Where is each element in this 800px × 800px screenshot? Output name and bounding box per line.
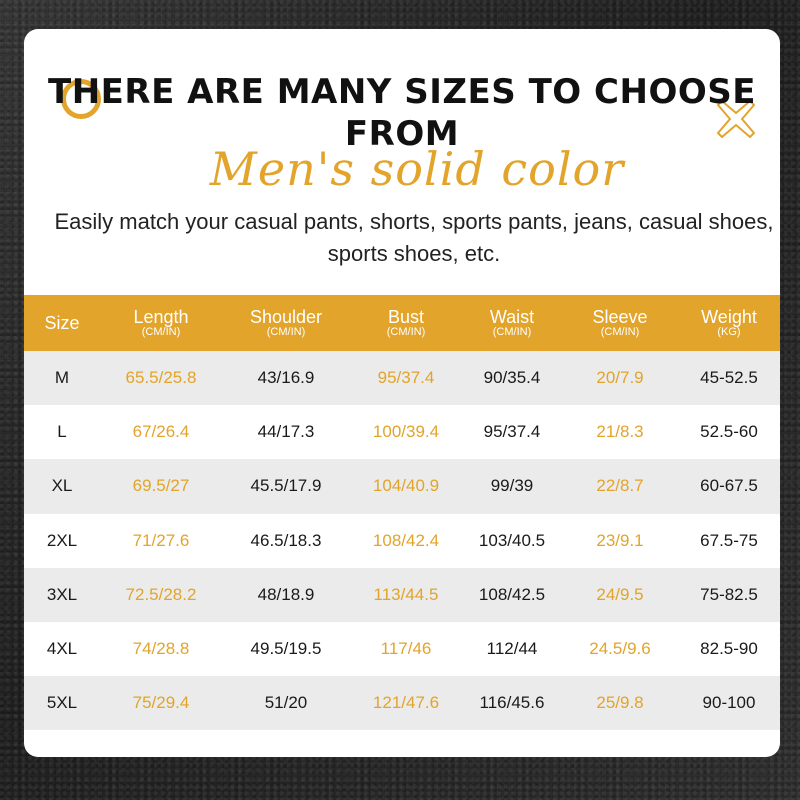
sleeve-cell: 23/9.1 xyxy=(596,530,644,550)
x-decoration-icon xyxy=(717,100,755,138)
size-chart-card: THERE ARE MANY SIZES TO CHOOSE FROM Men'… xyxy=(24,29,780,757)
waist-cell: 90/35.4 xyxy=(483,368,541,388)
length-cell: 74/28.8 xyxy=(132,639,190,659)
description-text: Easily match your casual pants, shorts, … xyxy=(54,209,774,266)
subtitle: Men's solid color xyxy=(209,142,625,196)
bust-cell: 100/39.4 xyxy=(372,422,440,442)
size-cell: L xyxy=(57,422,67,442)
length-cell: 72.5/28.2 xyxy=(125,584,197,604)
sleeve-cell: 24.5/9.6 xyxy=(589,639,651,659)
waist-cell: 95/37.4 xyxy=(483,422,541,442)
waist-cell: 112/44 xyxy=(486,639,538,659)
table-row: L 67/26.4 44/17.3 100/39.4 95/37.4 21/8.… xyxy=(24,405,780,460)
bust-cell: 117/46 xyxy=(380,639,432,659)
table-row: 2XL 71/27.6 46.5/18.3 108/42.4 103/40.5 … xyxy=(24,513,780,568)
column-header: Bust (CM/IN) xyxy=(386,307,426,338)
table-header-row: Size Length (CM/IN) Shoulder (CM/IN) Bus… xyxy=(24,295,780,351)
table-row: 5XL 75/29.4 51/20 121/47.6 116/45.6 25/9… xyxy=(24,676,780,731)
shoulder-cell: 43/16.9 xyxy=(257,368,315,388)
sleeve-cell: 21/8.3 xyxy=(596,422,644,442)
ring-decoration-icon xyxy=(61,79,101,119)
sleeve-cell: 22/8.7 xyxy=(596,476,644,496)
column-header: Length (CM/IN) xyxy=(133,307,189,338)
weight-cell: 82.5-90 xyxy=(700,639,758,659)
shoulder-cell: 49.5/19.5 xyxy=(250,639,322,659)
page-title: THERE ARE MANY SIZES TO CHOOSE FROM xyxy=(48,72,756,154)
shoulder-cell: 45.5/17.9 xyxy=(250,476,322,496)
size-cell: M xyxy=(54,368,70,388)
table-row: M 65.5/25.8 43/16.9 95/37.4 90/35.4 20/7… xyxy=(24,351,780,406)
length-cell: 67/26.4 xyxy=(132,422,190,442)
column-header: Size xyxy=(44,313,80,333)
column-header: Shoulder (CM/IN) xyxy=(249,307,323,338)
waist-cell: 99/39 xyxy=(490,476,534,496)
column-header: Sleeve (CM/IN) xyxy=(592,307,648,338)
waist-cell: 116/45.6 xyxy=(479,693,545,713)
shoulder-cell: 44/17.3 xyxy=(257,422,315,442)
column-header: Weight (KG) xyxy=(701,307,757,338)
size-cell: 5XL xyxy=(46,693,78,713)
shoulder-cell: 48/18.9 xyxy=(257,584,315,604)
table-row: XL 69.5/27 45.5/17.9 104/40.9 99/39 22/8… xyxy=(24,459,780,514)
bust-cell: 108/42.4 xyxy=(372,530,440,550)
weight-cell: 45-52.5 xyxy=(700,368,758,388)
sleeve-cell: 25/9.8 xyxy=(596,693,644,713)
bust-cell: 113/44.5 xyxy=(373,584,439,604)
bust-cell: 104/40.9 xyxy=(372,476,440,496)
length-cell: 69.5/27 xyxy=(132,476,190,496)
bust-cell: 121/47.6 xyxy=(372,693,440,713)
size-cell: 4XL xyxy=(46,639,78,659)
waist-cell: 108/42.5 xyxy=(478,584,546,604)
table-row: 3XL 72.5/28.2 48/18.9 113/44.5 108/42.5 … xyxy=(24,567,780,622)
bust-cell: 95/37.4 xyxy=(377,368,435,388)
weight-cell: 90-100 xyxy=(702,693,756,713)
sleeve-cell: 20/7.9 xyxy=(596,368,644,388)
length-cell: 75/29.4 xyxy=(132,693,190,713)
weight-cell: 52.5-60 xyxy=(700,422,758,442)
shoulder-cell: 51/20 xyxy=(264,693,308,713)
weight-cell: 67.5-75 xyxy=(700,530,758,550)
size-cell: 2XL xyxy=(46,530,78,550)
size-table: Size Length (CM/IN) Shoulder (CM/IN) Bus… xyxy=(24,295,780,731)
size-cell: XL xyxy=(51,476,73,496)
sleeve-cell: 24/9.5 xyxy=(596,584,644,604)
column-header: Waist (CM/IN) xyxy=(489,307,535,338)
weight-cell: 75-82.5 xyxy=(700,584,758,604)
weight-cell: 60-67.5 xyxy=(700,476,758,496)
length-cell: 65.5/25.8 xyxy=(125,368,197,388)
size-cell: 3XL xyxy=(46,584,78,604)
waist-cell: 103/40.5 xyxy=(478,530,546,550)
shoulder-cell: 46.5/18.3 xyxy=(250,530,322,550)
length-cell: 71/27.6 xyxy=(132,530,190,550)
table-row: 4XL 74/28.8 49.5/19.5 117/46 112/44 24.5… xyxy=(24,621,780,677)
